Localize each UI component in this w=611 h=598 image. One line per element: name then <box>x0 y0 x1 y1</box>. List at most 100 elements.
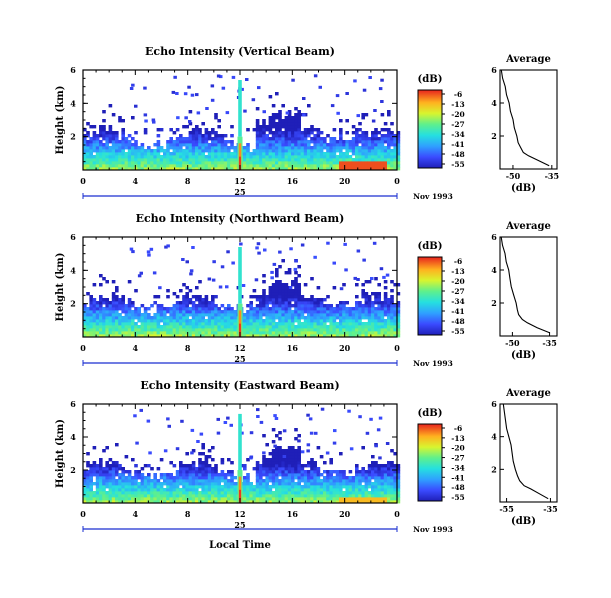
heatmap-cell <box>294 482 298 486</box>
average-y-tick-label: 2 <box>491 298 497 308</box>
heatmap-cell <box>95 307 100 311</box>
heatmap-cell <box>259 125 263 129</box>
heatmap-cell <box>89 494 93 498</box>
heatmap-cell <box>284 298 289 302</box>
heatmap-cell <box>313 325 317 329</box>
heatmap-cell <box>297 274 301 278</box>
heatmap-cell <box>383 298 388 302</box>
heatmap-cell <box>316 313 321 317</box>
heatmap-cell <box>137 167 141 171</box>
heatmap-cell <box>387 310 391 314</box>
heatmap-cell <box>172 313 177 317</box>
heatmap-cell <box>262 313 266 317</box>
heatmap-cell <box>278 131 282 135</box>
heatmap-cell <box>377 494 381 498</box>
heatmap-cell <box>275 473 279 477</box>
heatmap-cell <box>387 479 391 483</box>
heatmap-cell <box>198 485 202 489</box>
heatmap-cell <box>351 497 356 501</box>
heatmap-cell <box>127 304 132 308</box>
average-frame <box>499 236 558 337</box>
heatmap-cell <box>255 313 260 317</box>
heatmap-cell <box>383 137 388 141</box>
heatmap-cell <box>227 500 231 504</box>
heatmap-cell <box>227 155 231 159</box>
heatmap-cell <box>127 134 132 138</box>
heatmap-cell <box>281 167 285 171</box>
heatmap-cell <box>367 146 372 150</box>
heatmap-cell <box>118 152 122 156</box>
heatmap-cell <box>246 494 250 498</box>
heatmap-cell <box>214 467 218 471</box>
heatmap-cell <box>89 479 93 483</box>
heatmap-cell <box>390 131 394 135</box>
heatmap-cell <box>265 140 269 144</box>
heatmap-cell <box>287 334 292 338</box>
heatmap-cell <box>393 158 397 162</box>
heatmap-cell <box>379 267 384 271</box>
heatmap-cell <box>294 467 298 471</box>
heatmap-cell <box>271 137 276 141</box>
heatmap-cell <box>243 328 247 332</box>
heatmap-cell <box>380 322 385 326</box>
heatmap-cell <box>156 325 161 329</box>
heatmap-cell <box>147 152 151 156</box>
heatmap-cell <box>220 161 225 165</box>
heatmap-cell <box>358 488 362 492</box>
heatmap-cell <box>358 494 362 498</box>
heatmap-cell <box>108 473 113 477</box>
heatmap-cell <box>95 310 100 314</box>
heatmap-cell <box>263 248 267 252</box>
heatmap-cell <box>367 301 372 305</box>
heatmap-cell <box>355 134 359 138</box>
heatmap-cell <box>121 301 125 305</box>
x-tick-label: 0 <box>80 343 86 353</box>
heatmap-cell <box>156 164 161 168</box>
heatmap-cell <box>143 331 148 335</box>
heatmap-cell <box>150 494 154 498</box>
heatmap-cell <box>390 334 394 338</box>
heatmap-cell <box>358 164 362 168</box>
heatmap-cell <box>156 313 161 317</box>
heatmap-cell <box>361 149 365 153</box>
heatmap-cell <box>351 137 356 141</box>
heatmap-cell <box>318 85 322 89</box>
heatmap-cell <box>108 494 113 498</box>
heatmap-cell <box>182 313 186 317</box>
heatmap-cell <box>291 152 295 156</box>
heatmap-cell <box>163 488 167 492</box>
heatmap-cell <box>291 473 295 477</box>
heatmap-cell <box>207 470 212 474</box>
heatmap-cell <box>233 325 237 329</box>
heatmap-cell <box>358 325 362 329</box>
colorbar: (dB)-6-13-20-27-34-41-48-55 <box>417 241 465 336</box>
heatmap-cell <box>271 131 276 135</box>
heatmap-cell <box>345 482 349 486</box>
heatmap-cell <box>262 470 266 474</box>
heatmap-cell <box>108 167 113 171</box>
heatmap-cell <box>383 334 388 338</box>
heatmap-cell <box>102 482 106 486</box>
heatmap-cell <box>271 167 276 171</box>
x-tick-label: 20 <box>339 343 351 353</box>
heatmap-cell <box>339 143 343 147</box>
heatmap-cell <box>329 322 333 326</box>
y-tick-label: 2 <box>70 465 76 475</box>
heatmap-cell <box>231 261 235 265</box>
heatmap-cell <box>275 286 279 290</box>
heatmap-cell <box>275 113 279 117</box>
heatmap-cell <box>374 140 378 144</box>
heatmap-cell <box>355 295 359 299</box>
heatmap-cell <box>108 334 113 338</box>
heatmap-cell <box>137 488 141 492</box>
heatmap-cell <box>297 334 301 338</box>
heatmap-cell <box>335 331 340 335</box>
heatmap-cell <box>374 167 378 171</box>
heatmap-cell <box>329 164 333 168</box>
heatmap-cell <box>297 449 301 453</box>
colorbar-tick-label: -20 <box>451 110 465 119</box>
heatmap-cell <box>316 149 321 153</box>
heatmap-cell <box>380 137 385 141</box>
heatmap-cell <box>108 491 113 495</box>
heatmap-cell <box>86 164 90 168</box>
